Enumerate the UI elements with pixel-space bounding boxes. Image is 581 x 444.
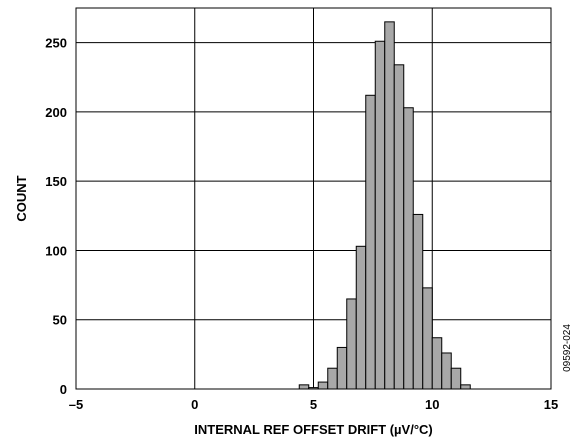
y-tick-label: 200	[45, 105, 67, 120]
document-id: 09592-024	[562, 324, 573, 372]
histogram-bar	[393, 64, 405, 390]
histogram-bar	[441, 352, 452, 390]
y-tick-label: 250	[45, 36, 67, 51]
y-tick-label: 0	[60, 382, 67, 397]
histogram-bar	[431, 337, 443, 390]
y-tick-label: 150	[45, 174, 67, 189]
histogram-bar	[422, 287, 433, 390]
histogram-bar	[412, 213, 424, 390]
histogram-bars	[298, 21, 471, 390]
histogram-bar	[336, 346, 348, 390]
histogram-bar	[365, 94, 376, 390]
grid-lines	[75, 8, 552, 390]
histogram-bar	[374, 40, 386, 390]
histogram-bar	[460, 384, 471, 390]
y-tick-label: 100	[45, 243, 67, 258]
x-tick-label: –5	[69, 397, 83, 412]
y-tick-label: 50	[53, 313, 67, 328]
x-axis-label: INTERNAL REF OFFSET DRIFT (µV/°C)	[194, 422, 433, 437]
x-tick-label: 0	[191, 397, 198, 412]
histogram-bar	[327, 367, 338, 390]
histogram-bar	[450, 367, 462, 390]
x-tick-label: 10	[425, 397, 439, 412]
histogram-bar	[355, 245, 367, 390]
histogram-bar	[317, 381, 329, 390]
histogram-bar	[346, 298, 357, 390]
histogram-bar	[298, 384, 310, 390]
x-tick-label: 15	[544, 397, 558, 412]
histogram-bar	[403, 107, 414, 390]
y-tick-labels: 0 50 100 150 200 250	[45, 36, 67, 397]
plot-frame	[75, 7, 552, 390]
x-tick-labels: –5 0 5 10 15	[69, 397, 558, 412]
y-axis-label: COUNT	[14, 175, 29, 221]
histogram-bar	[384, 21, 395, 390]
x-tick-label: 5	[310, 397, 317, 412]
